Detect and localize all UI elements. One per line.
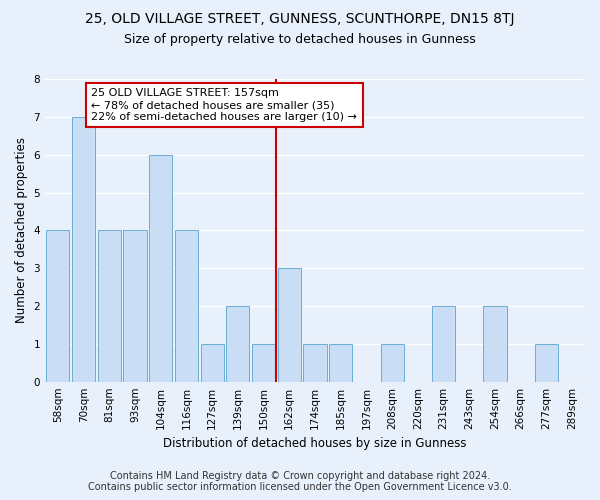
Bar [484, 306, 506, 382]
Bar [98, 230, 121, 382]
Bar [252, 344, 275, 382]
Bar [278, 268, 301, 382]
Bar [72, 117, 95, 382]
Bar [304, 344, 326, 382]
Bar [46, 230, 70, 382]
Text: Contains HM Land Registry data © Crown copyright and database right 2024.
Contai: Contains HM Land Registry data © Crown c… [88, 471, 512, 492]
Bar [175, 230, 198, 382]
Bar [200, 344, 224, 382]
Bar [380, 344, 404, 382]
Text: 25 OLD VILLAGE STREET: 157sqm
← 78% of detached houses are smaller (35)
22% of s: 25 OLD VILLAGE STREET: 157sqm ← 78% of d… [91, 88, 357, 122]
Text: 25, OLD VILLAGE STREET, GUNNESS, SCUNTHORPE, DN15 8TJ: 25, OLD VILLAGE STREET, GUNNESS, SCUNTHO… [85, 12, 515, 26]
Bar [226, 306, 250, 382]
Y-axis label: Number of detached properties: Number of detached properties [15, 138, 28, 324]
X-axis label: Distribution of detached houses by size in Gunness: Distribution of detached houses by size … [163, 437, 467, 450]
Bar [124, 230, 146, 382]
Text: Size of property relative to detached houses in Gunness: Size of property relative to detached ho… [124, 32, 476, 46]
Bar [432, 306, 455, 382]
Bar [149, 154, 172, 382]
Bar [535, 344, 558, 382]
Bar [329, 344, 352, 382]
